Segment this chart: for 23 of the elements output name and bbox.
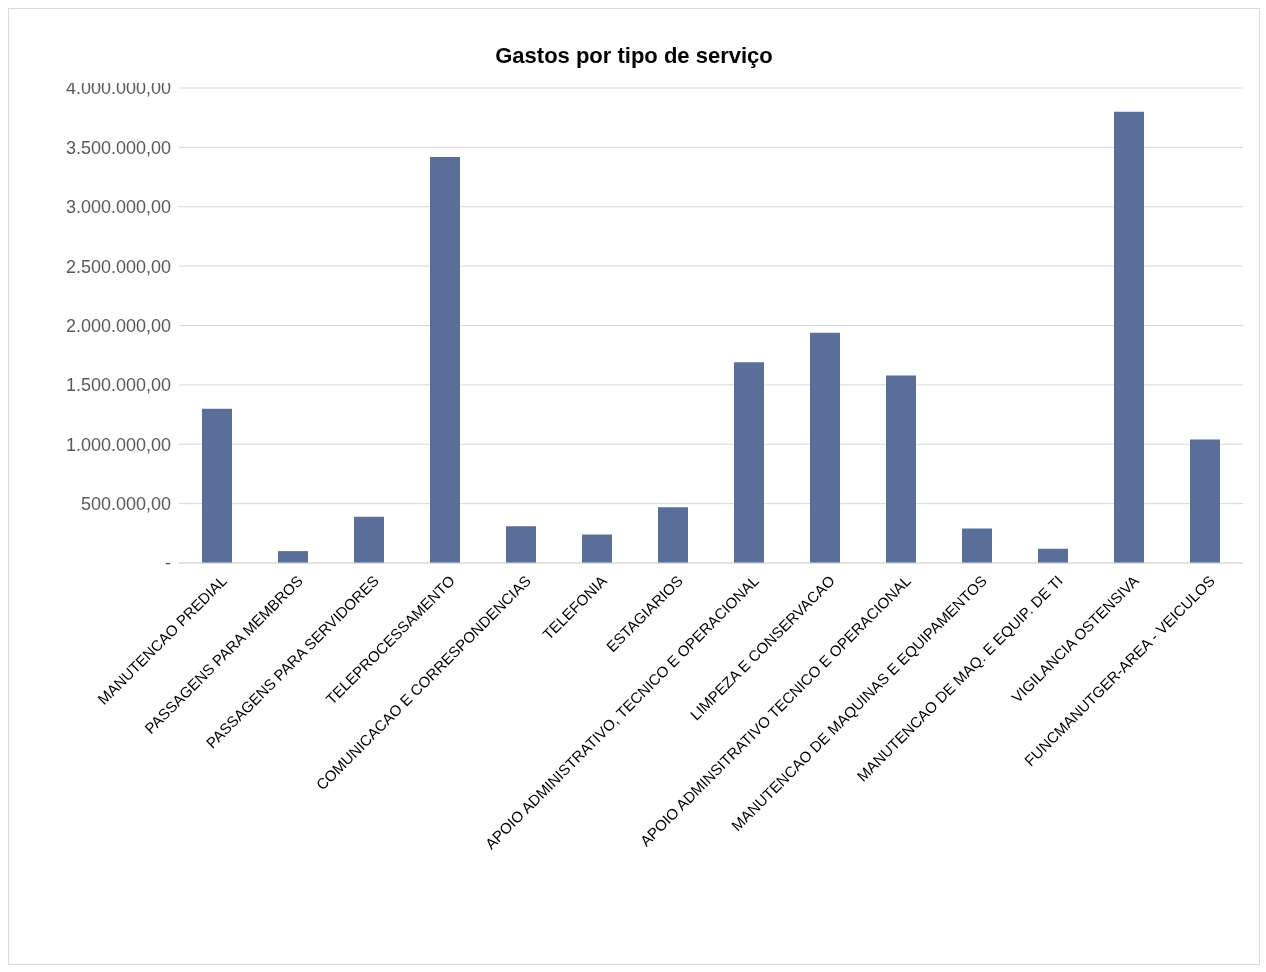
bar (202, 408, 232, 563)
y-tick-label: 1.500.000,00 (65, 375, 171, 396)
bar (734, 362, 764, 563)
y-tick-label: 3.000.000,00 (65, 197, 171, 218)
bar (278, 551, 308, 563)
bar (582, 534, 612, 563)
y-tick-label: 1.000.000,00 (65, 434, 171, 455)
bar (962, 528, 992, 563)
bar (1038, 548, 1068, 563)
bar (1114, 111, 1144, 563)
y-tick-label: 2.500.000,00 (65, 256, 171, 277)
y-tick-label: - (165, 553, 171, 574)
y-tick-label: 3.500.000,00 (65, 137, 171, 158)
bar (354, 516, 384, 563)
bar (658, 507, 688, 563)
bar (886, 375, 916, 563)
chart-title: Gastos por tipo de serviço (495, 43, 773, 68)
y-tick-label: 500.000,00 (80, 494, 171, 515)
y-tick-label: 2.000.000,00 (65, 315, 171, 336)
bar (810, 332, 840, 563)
bar (506, 526, 536, 563)
bar (1190, 439, 1220, 563)
bar (430, 156, 460, 563)
